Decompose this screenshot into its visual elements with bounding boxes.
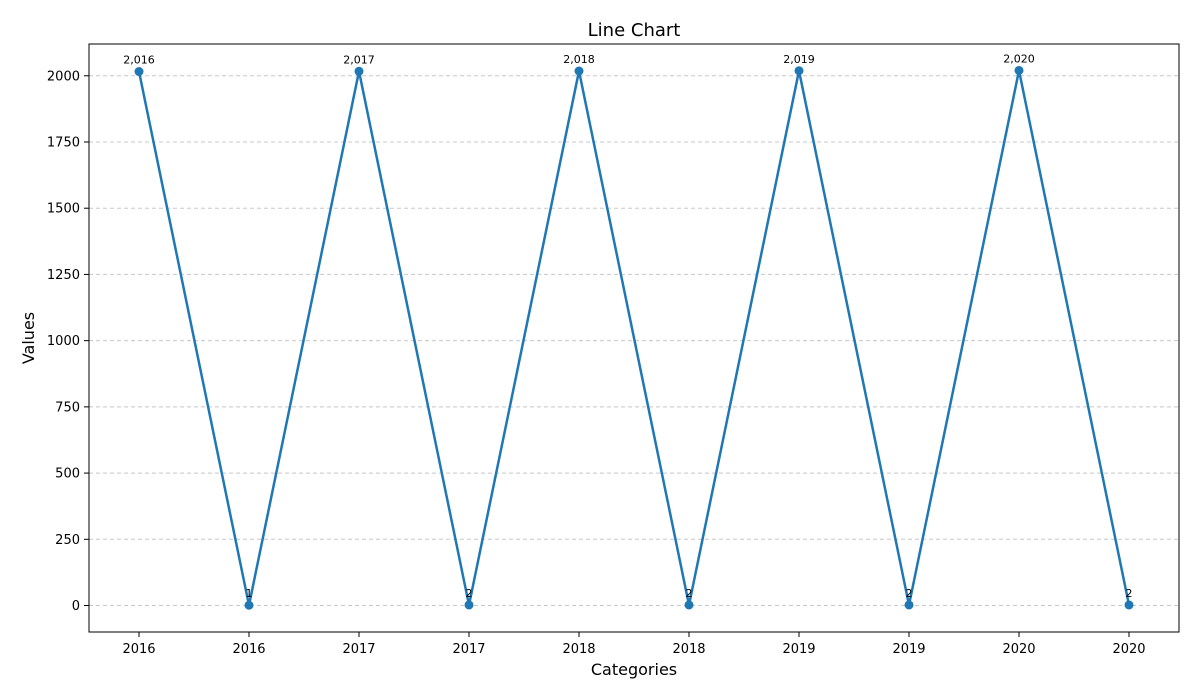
data-label: 2: [466, 587, 473, 600]
chart-title: Line Chart: [588, 20, 681, 41]
plot-frame: [88, 43, 1180, 633]
y-tick-label: 750: [55, 400, 80, 415]
data-point: [1014, 65, 1024, 75]
y-tick-label: 2000: [47, 69, 80, 84]
data-point: [794, 66, 804, 76]
data-label: 2,016: [123, 54, 155, 67]
data-labels: 2,016 1 2,017 2 2,018 2 2,019 2 2,020 2: [123, 52, 1132, 600]
y-tick-label: 500: [55, 467, 80, 482]
x-tick-label: 2020: [1002, 642, 1035, 657]
x-tick-label: 2018: [562, 642, 595, 657]
x-axis-label: Categories: [591, 660, 677, 679]
y-tick-label: 0: [72, 599, 80, 614]
data-point: [684, 600, 694, 610]
data-point: [1124, 600, 1134, 610]
data-point: [134, 67, 144, 77]
series-line: [137, 69, 1131, 607]
data-label: 2,019: [783, 53, 815, 66]
x-tick-label: 2019: [782, 642, 815, 657]
data-label: 2,020: [1003, 52, 1035, 65]
y-tick-label: 1250: [47, 268, 80, 283]
data-label: 2: [686, 587, 693, 600]
data-label: 2: [1126, 587, 1133, 600]
data-point: [244, 600, 254, 610]
x-axis-ticks: 2016 2016 2017 2017 2018 2018 2019 2019 2020 2020: [122, 632, 1146, 657]
y-tick-label: 1000: [47, 334, 80, 349]
x-tick-label: 2016: [232, 642, 265, 657]
x-tick-label: 2017: [452, 642, 485, 657]
x-tick-label: 2018: [672, 642, 705, 657]
x-tick-label: 2017: [342, 642, 375, 657]
x-tick-label: 2019: [892, 642, 925, 657]
data-label: 2,018: [563, 53, 595, 66]
series-layer: [134, 65, 1134, 610]
data-label: 2: [906, 587, 913, 600]
y-tick-label: 1750: [47, 136, 80, 151]
x-tick-label: 2020: [1112, 642, 1145, 657]
x-tick-label: 2016: [122, 642, 155, 657]
data-point: [574, 66, 584, 76]
y-axis-ticks: 0 250 500 750 1000 1250 1500 1750 2000: [47, 69, 89, 614]
data-point: [354, 66, 364, 76]
data-point: [464, 600, 474, 610]
data-label: 1: [246, 587, 253, 600]
y-tick-label: 250: [55, 533, 80, 548]
y-tick-label: 1500: [47, 202, 80, 217]
data-label: 2,017: [343, 53, 375, 66]
data-point: [904, 600, 914, 610]
y-axis-label: Values: [19, 312, 38, 364]
